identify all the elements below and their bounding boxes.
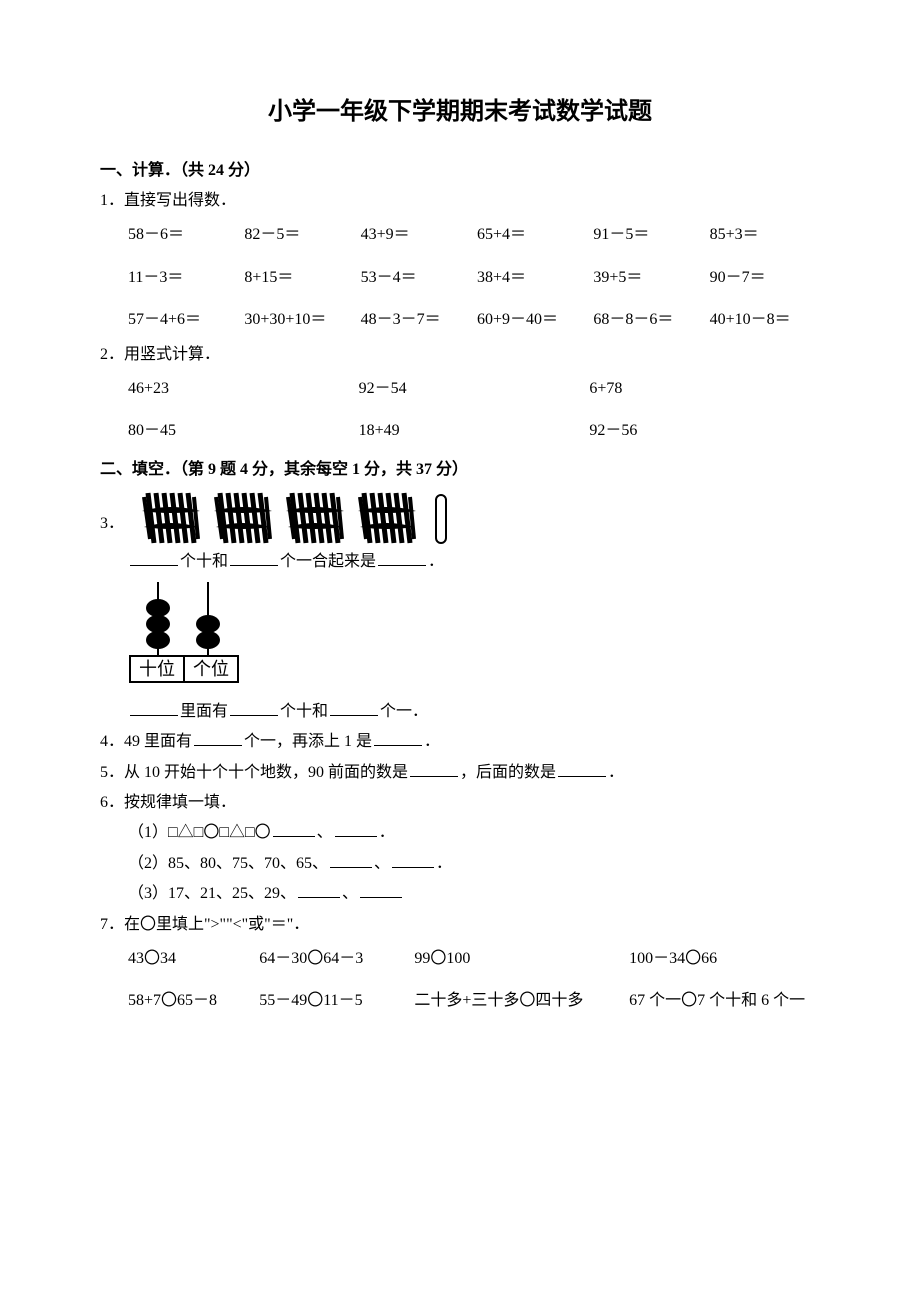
q6-p1: （1）□△□〇□△□〇 、 ． <box>128 818 820 848</box>
section1-header: 一、计算．（共 24 分） <box>100 156 820 186</box>
q7-label: 7．在〇里填上">""<"或"＝"． <box>100 910 820 940</box>
sticks-figure <box>140 491 456 547</box>
eq-cell: 39+5＝ <box>593 263 703 293</box>
text: （2）85、80、75、70、65、 <box>128 855 328 872</box>
q6-p2: （2）85、80、75、70、65、 、 ． <box>128 849 820 879</box>
text: ． <box>436 855 452 872</box>
stick-bundle-icon <box>284 491 346 547</box>
eq-cell: 58－6＝ <box>128 220 238 250</box>
eq-cell: 64－30〇64－3 <box>259 944 414 974</box>
eq-cell: 80－45 <box>128 416 359 446</box>
q2-grid: 46+23 92－54 6+78 80－45 18+49 92－56 <box>128 374 820 447</box>
text: 个一，再添上 1 是 <box>244 733 372 750</box>
q3-line1: 个十和 个一合起来是 ． <box>128 547 820 577</box>
q1-label: 1．直接写出得数． <box>100 186 820 216</box>
text: 个一合起来是 <box>280 553 376 570</box>
eq-cell: 38+4＝ <box>477 263 587 293</box>
eq-cell: 43+9＝ <box>361 220 471 250</box>
eq-cell: 43〇34 <box>128 944 259 974</box>
text: 、 <box>342 885 358 902</box>
text: 个一． <box>380 703 428 720</box>
text: （3）17、21、25、29、 <box>128 885 296 902</box>
stick-bundle-icon <box>212 491 274 547</box>
text: ． <box>428 553 444 570</box>
eq-cell: 67 个一〇7 个十和 6 个一 <box>629 986 820 1016</box>
text: 5．从 10 开始十个十个地数，90 前面的数是 <box>100 764 408 781</box>
text: 、 <box>374 855 390 872</box>
abacus-figure: 十位 个位 <box>100 578 820 697</box>
text: ． <box>608 764 624 781</box>
eq-cell: 11－3＝ <box>128 263 238 293</box>
eq-cell: 55－49〇11－5 <box>259 986 414 1016</box>
q7-grid: 43〇34 64－30〇64－3 99〇100 100－34〇66 58+7〇6… <box>128 944 820 1017</box>
svg-text:十位: 十位 <box>139 659 175 679</box>
stick-bundle-icon <box>140 491 202 547</box>
eq-cell: 48－3－7＝ <box>361 305 471 335</box>
q4: 4．49 里面有 个一，再添上 1 是 ． <box>100 727 820 757</box>
stick-bundle-icon <box>356 491 418 547</box>
text: ． <box>424 733 440 750</box>
eq-cell: 二十多+三十多〇四十多 <box>414 986 629 1016</box>
text: ，后面的数是 <box>460 764 556 781</box>
section2-header: 二、填空．（第 9 题 4 分，其余每空 1 分，共 37 分） <box>100 455 820 485</box>
q3-label: 3． <box>100 485 124 539</box>
eq-cell: 6+78 <box>589 374 820 404</box>
text: 个十和 <box>280 703 328 720</box>
eq-cell: 90－7＝ <box>710 263 820 293</box>
eq-cell: 91－5＝ <box>593 220 703 250</box>
eq-cell: 53－4＝ <box>361 263 471 293</box>
text: ． <box>379 824 395 841</box>
text: 个十和 <box>180 553 228 570</box>
text: （1）□△□〇□△□〇 <box>128 824 271 841</box>
eq-cell: 60+9－40＝ <box>477 305 587 335</box>
eq-cell: 18+49 <box>359 416 590 446</box>
eq-cell: 40+10－8＝ <box>710 305 820 335</box>
text: 里面有 <box>180 703 228 720</box>
eq-cell: 58+7〇65－8 <box>128 986 259 1016</box>
eq-cell: 100－34〇66 <box>629 944 820 974</box>
eq-cell: 82－5＝ <box>244 220 354 250</box>
eq-cell: 68－8－6＝ <box>593 305 703 335</box>
q1-grid: 58－6＝ 82－5＝ 43+9＝ 65+4＝ 91－5＝ 85+3＝ 11－3… <box>128 220 820 335</box>
eq-cell: 92－54 <box>359 374 590 404</box>
q2-label: 2．用竖式计算． <box>100 340 820 370</box>
page-title: 小学一年级下学期期末考试数学试题 <box>100 90 820 136</box>
eq-cell: 57－4+6＝ <box>128 305 238 335</box>
single-stick-icon <box>428 491 456 547</box>
eq-cell: 30+30+10＝ <box>244 305 354 335</box>
eq-cell: 99〇100 <box>414 944 629 974</box>
eq-cell: 8+15＝ <box>244 263 354 293</box>
q5: 5．从 10 开始十个十个地数，90 前面的数是 ，后面的数是 ． <box>100 758 820 788</box>
text: 4．49 里面有 <box>100 733 192 750</box>
eq-cell: 65+4＝ <box>477 220 587 250</box>
q6-label: 6．按规律填一填． <box>100 788 820 818</box>
q3-line2: 里面有 个十和 个一． <box>128 697 820 727</box>
eq-cell: 92－56 <box>589 416 820 446</box>
text: 、 <box>317 824 333 841</box>
eq-cell: 85+3＝ <box>710 220 820 250</box>
eq-cell: 46+23 <box>128 374 359 404</box>
svg-text:个位: 个位 <box>193 659 229 679</box>
q6-p3: （3）17、21、25、29、 、 <box>128 879 820 909</box>
